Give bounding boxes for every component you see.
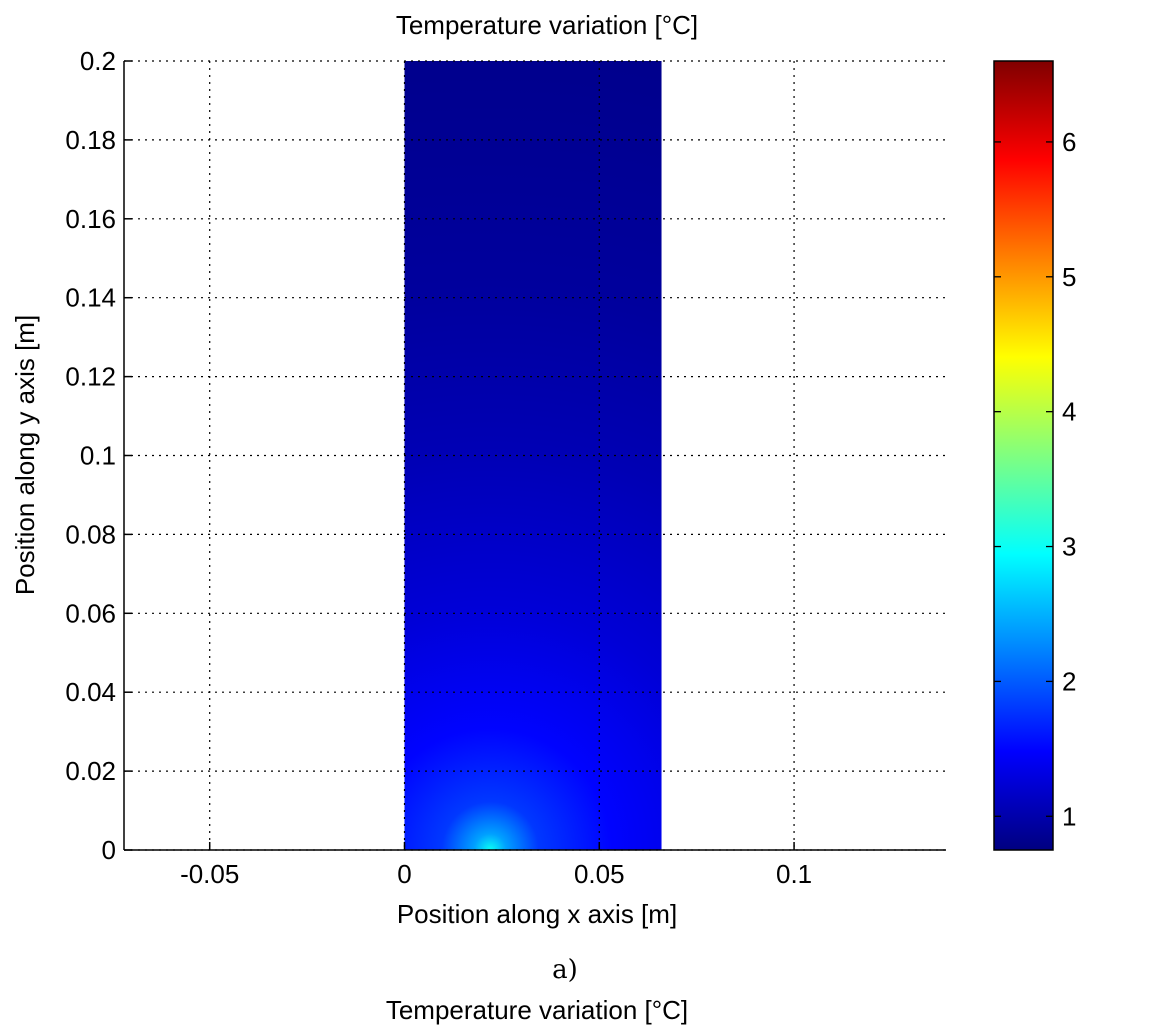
- colorbar-ticks: 1 2 3 4 5 6: [994, 127, 1076, 831]
- y-tick-label-9: 0.18: [65, 125, 116, 155]
- cbar-tick-label-5: 6: [1062, 127, 1076, 157]
- y-tick-label-1: 0.02: [65, 756, 116, 786]
- colorbar: 1 2 3 4 5 6: [993, 60, 1076, 851]
- heatmap-domain: [404, 61, 662, 850]
- chart-title: Temperature variation [°C]: [396, 10, 698, 40]
- y-tick-label-4: 0.08: [65, 519, 116, 549]
- colorbar-scale: [993, 60, 1054, 851]
- x-axis-label: Position along x axis [m]: [397, 899, 677, 929]
- y-tick-label-2: 0.04: [65, 677, 116, 707]
- cbar-tick-label-1: 2: [1062, 666, 1076, 696]
- y-axis-label: Position along y axis [m]: [10, 315, 40, 595]
- y-tick-label-7: 0.14: [65, 283, 116, 313]
- figure-caption: a): [552, 955, 578, 985]
- y-ticks: 0 0.02 0.04 0.06 0.08 0.1 0.12 0.14 0.16 0.18 0.2: [65, 46, 132, 865]
- y-tick-label-10: 0.2: [80, 46, 116, 76]
- y-tick-label-0: 0: [102, 835, 116, 865]
- x-tick-label-2: 0.05: [574, 859, 625, 889]
- cbar-tick-label-0: 1: [1062, 801, 1076, 831]
- y-tick-label-3: 0.06: [65, 598, 116, 628]
- cbar-tick-label-4: 5: [1062, 262, 1076, 292]
- next-chart-title: Temperature variation [°C]: [386, 995, 688, 1025]
- x-tick-label-1: 0: [397, 859, 411, 889]
- x-tick-label-3: 0.1: [776, 859, 812, 889]
- x-ticks: -0.05 0 0.05 0.1: [180, 842, 812, 889]
- y-tick-label-5: 0.1: [80, 441, 116, 471]
- y-tick-label-8: 0.16: [65, 204, 116, 234]
- plot-area: -0.05 0 0.05 0.1 0 0.02 0.04 0.06 0.08 0.1 0.12 0.…: [65, 46, 946, 889]
- y-tick-label-6: 0.12: [65, 362, 116, 392]
- x-tick-label-0: -0.05: [180, 859, 239, 889]
- cbar-tick-label-3: 4: [1062, 397, 1076, 427]
- cbar-tick-label-2: 3: [1062, 532, 1076, 562]
